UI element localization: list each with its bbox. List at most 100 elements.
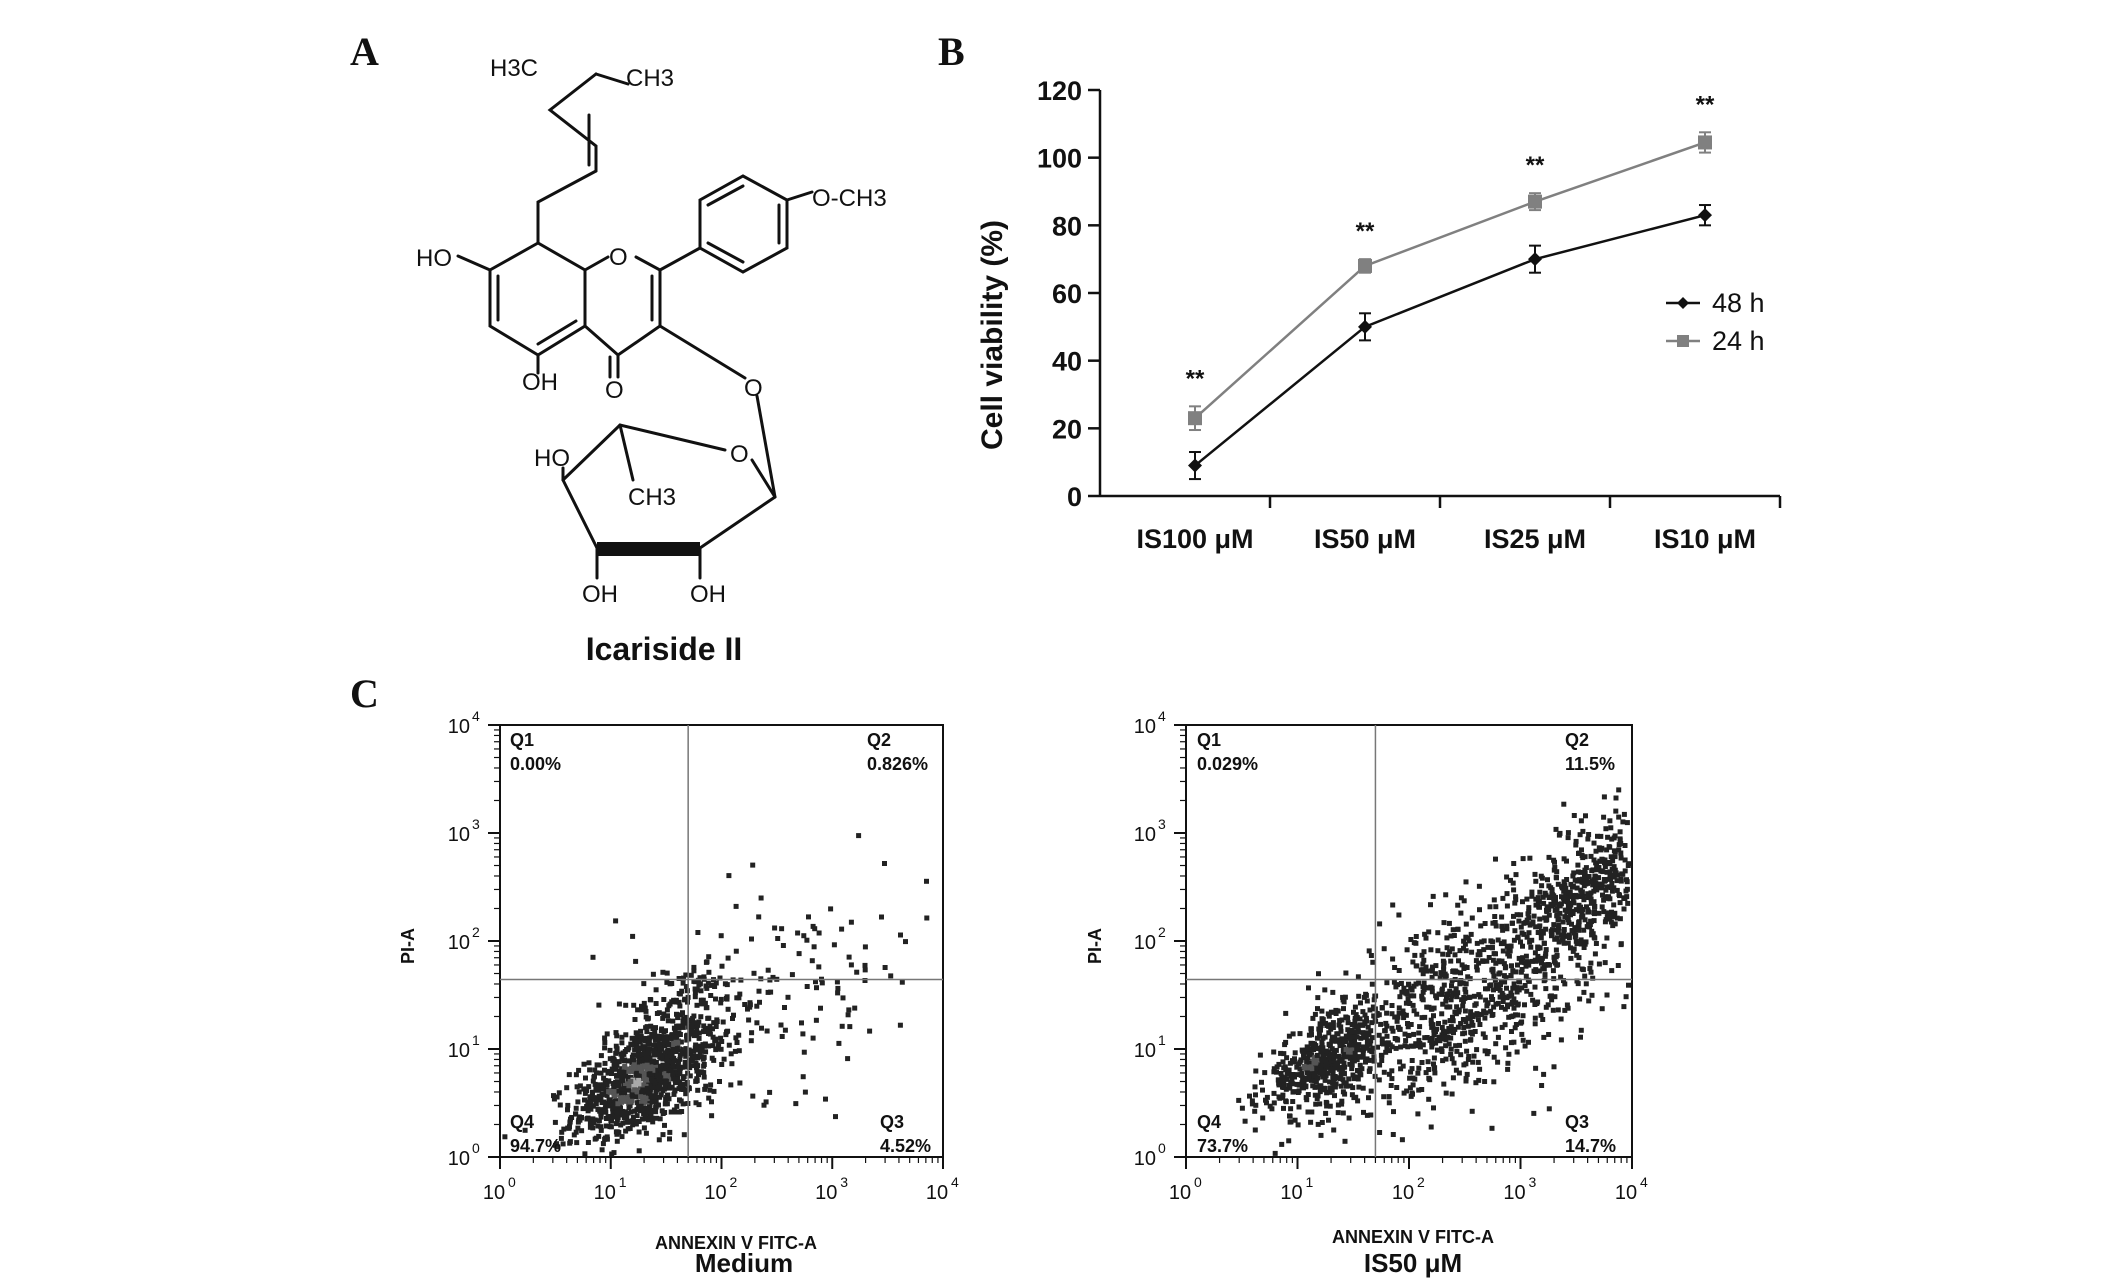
flow-event [674, 1011, 679, 1017]
flow-event [1532, 1021, 1538, 1027]
flow-event [1573, 894, 1579, 900]
flow-event [1551, 976, 1557, 982]
flow-event [1589, 928, 1595, 934]
flow-event [676, 1064, 682, 1070]
flow-event [575, 1099, 581, 1105]
flow-event [1518, 969, 1524, 975]
flow-event [584, 1104, 590, 1109]
flow-event [1607, 818, 1613, 824]
flow-event [622, 1069, 628, 1075]
flow-event [1413, 934, 1419, 939]
flow-event [607, 1114, 612, 1119]
flow-event [658, 1092, 664, 1098]
flow-event [645, 1046, 651, 1052]
flow-event [1457, 1042, 1462, 1048]
flow-event [1353, 1094, 1359, 1100]
flow-event [1611, 864, 1617, 870]
flow-event [1493, 923, 1499, 929]
is50-q3-value: 14.7% [1565, 1136, 1616, 1156]
flow-event [1512, 900, 1518, 906]
flow-event [659, 1034, 665, 1040]
flow-event [1463, 948, 1469, 954]
flow-event [629, 1065, 634, 1071]
flow-event [1578, 818, 1584, 824]
flow-event [713, 996, 718, 1002]
flow-event [613, 1050, 619, 1056]
flow-event [582, 1097, 587, 1103]
flow-event [1383, 1000, 1389, 1006]
flow-event [664, 1063, 670, 1068]
label-sugar-oh1: OH [582, 581, 618, 608]
flow-event [737, 991, 743, 997]
flow-event [575, 1125, 581, 1131]
flow-event [643, 1035, 648, 1041]
flow-event [1614, 915, 1620, 921]
flow-event [1441, 982, 1447, 988]
flow-event [756, 914, 762, 920]
flow-event [1331, 1055, 1337, 1061]
flow-event [1614, 887, 1620, 893]
flow-event [1481, 1008, 1487, 1014]
flow-y-tick-exponent: 4 [1158, 708, 1166, 724]
flow-event [1448, 997, 1454, 1003]
flow-event [1576, 902, 1582, 908]
flow-event [1491, 897, 1497, 903]
flow-event [630, 1093, 636, 1099]
flow-event [1546, 854, 1552, 860]
flow-event [1554, 935, 1560, 941]
flow-event [607, 1047, 613, 1053]
flow-event [686, 1057, 692, 1063]
sugar-ring-top [750, 458, 777, 499]
flow-event [1423, 935, 1429, 941]
flow-event [903, 939, 908, 945]
flow-event [625, 1087, 631, 1093]
flow-event [609, 1151, 615, 1157]
label-carbonyl-o: O [605, 377, 624, 404]
flow-event [854, 969, 860, 975]
flow-event [671, 1091, 677, 1097]
flow-event [1397, 1026, 1403, 1032]
flow-event [1370, 1045, 1376, 1051]
flow-event [1601, 814, 1607, 820]
flow-event [1236, 1097, 1242, 1103]
structure-labels: H3C CH3 O-CH3 HO O OH O O O HO CH3 OH OH [416, 55, 887, 608]
flow-event [636, 1081, 642, 1087]
flow-event [1431, 1013, 1436, 1019]
flow-event [660, 1088, 666, 1094]
flow-event [1523, 953, 1529, 959]
flow-event [590, 1116, 596, 1122]
flow-event [1450, 927, 1456, 933]
flow-event [1599, 881, 1605, 887]
flow-event [1585, 895, 1591, 900]
flow-event [1407, 1085, 1413, 1091]
flow-event [1322, 1068, 1328, 1074]
flow-event [661, 1039, 667, 1044]
flow-event [1262, 1070, 1268, 1076]
flow-event [1468, 931, 1474, 937]
flow-event [1504, 891, 1510, 897]
flow-event [1378, 1052, 1384, 1058]
flow-event [1358, 1000, 1363, 1006]
flow-event [675, 1015, 681, 1021]
flow-event [718, 1035, 724, 1041]
flow-x-tick-label: 10 [1503, 1182, 1525, 1204]
flow-event [636, 1148, 642, 1154]
flow-event [725, 1028, 731, 1034]
flow-event [1461, 1062, 1467, 1068]
flow-event [610, 1055, 616, 1061]
flow-event [1405, 1044, 1411, 1050]
flow-event [1591, 857, 1597, 863]
flow-event [1475, 1059, 1481, 1065]
flow-event [638, 1103, 644, 1109]
flow-event [1579, 914, 1585, 920]
flow-event [658, 1066, 663, 1072]
flow-event [623, 1002, 629, 1008]
flow-event [1550, 968, 1556, 974]
flow-event [1384, 1033, 1390, 1039]
flow-event [1601, 943, 1607, 949]
flow-event [1381, 1040, 1387, 1046]
flow-event [618, 1122, 624, 1128]
flow-event [1345, 1015, 1351, 1021]
viability-y-tick-label: 80 [1052, 211, 1082, 241]
